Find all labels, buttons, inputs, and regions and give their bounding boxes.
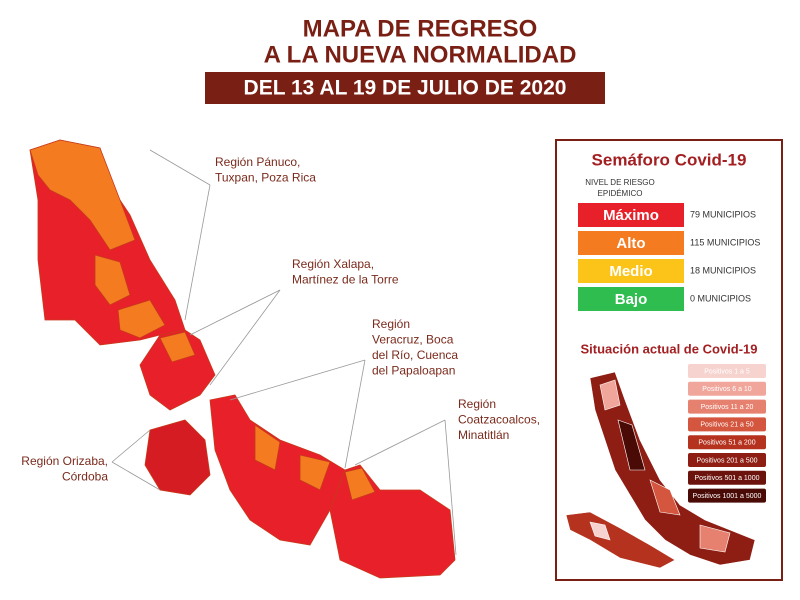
legend-subtitle: EPIDÉMICO (598, 189, 643, 198)
range-swatch (688, 435, 766, 450)
level-swatch (578, 203, 684, 227)
range-label: Positivos 51 a 200 (698, 440, 755, 447)
region-label: Región Xalapa, (292, 257, 374, 271)
situation-map (565, 371, 756, 569)
range-label: Positivos 201 a 500 (696, 457, 757, 464)
leader-line (344, 359, 366, 469)
range-swatch (688, 453, 766, 467)
range-swatch (688, 399, 766, 414)
date-banner-bg (205, 72, 605, 104)
region-label: Córdoba (62, 470, 108, 484)
level-label: Bajo (615, 291, 648, 308)
state-map (29, 139, 456, 579)
range-swatch (688, 470, 766, 485)
range-label: Positivos 1001 a 5000 (693, 493, 762, 500)
level-label: Medio (609, 263, 652, 280)
region-label: Región (458, 397, 496, 411)
level-swatch (578, 287, 684, 311)
region-label: Región Orizaba, (21, 454, 108, 468)
range-swatch (688, 381, 766, 396)
leader-line (149, 149, 211, 186)
range-swatch (688, 417, 766, 432)
level-label: Alto (616, 235, 645, 252)
risk-levels: Máximo 79 MUNICIPIOS Alto 115 MUNICIPIOS Med… (578, 203, 760, 311)
leader-line (229, 359, 366, 401)
leader-line (209, 289, 281, 386)
legend-subtitle: NIVEL DE RIESGO (585, 178, 655, 187)
range-label: Positivos 11 a 20 (701, 404, 754, 411)
level-swatch (578, 259, 684, 283)
range-label: Positivos 1 a 5 (704, 368, 750, 375)
range-label: Positivos 501 a 1000 (695, 475, 760, 482)
region-label: Región (372, 317, 410, 331)
region-label: del Papaloapan (372, 364, 455, 378)
level-count: 79 MUNICIPIOS (690, 209, 756, 219)
leader-line (444, 419, 457, 556)
legend-title: Semáforo Covid-19 (592, 150, 747, 169)
range-swatch (688, 488, 766, 503)
region-label: Tuxpan, Poza Rica (215, 171, 316, 185)
range-label: Positivos 21 a 50 (700, 422, 753, 429)
region-labels: Región Pánuco, Tuxpan, Poza Rica Región Xa… (21, 155, 540, 484)
region-label: del Río, Cuenca (372, 348, 458, 362)
situation-title: Situación actual de Covid-19 (581, 341, 758, 356)
region-label: Coatzacoalcos, (458, 413, 540, 427)
level-count: 115 MUNICIPIOS (690, 237, 760, 247)
range-swatch (688, 364, 766, 378)
region-label: Región Pánuco, (215, 155, 300, 169)
region-label: Veracruz, Boca (372, 333, 454, 347)
level-count: 18 MUNICIPIOS (690, 265, 756, 275)
title: A LA NUEVA NORMALIDAD (264, 41, 577, 68)
region-label: Minatitlán (458, 428, 509, 442)
leader-line (189, 289, 281, 336)
leader-line (184, 184, 211, 321)
region-label: Martínez de la Torre (292, 273, 399, 287)
case-ranges: Positivos 1 a 5 Positivos 6 a 10 Positivos… (688, 364, 766, 503)
date-banner: DEL 13 AL 19 DE JULIO DE 2020 (244, 77, 567, 100)
level-swatch (578, 231, 684, 255)
leader-line (111, 461, 161, 491)
level-label: Máximo (603, 207, 659, 224)
level-count: 0 MUNICIPIOS (690, 293, 751, 303)
leader-line (354, 419, 446, 466)
range-label: Positivos 6 a 10 (702, 386, 752, 393)
title: MAPA DE REGRESO (303, 15, 538, 42)
leader-line (111, 429, 151, 463)
